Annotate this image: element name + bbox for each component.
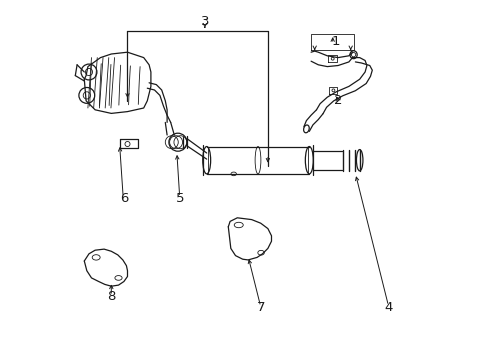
Text: 7: 7: [256, 301, 264, 314]
Text: 6: 6: [120, 192, 128, 204]
Text: 2: 2: [333, 94, 342, 107]
Text: 3: 3: [200, 15, 209, 28]
Text: 1: 1: [331, 35, 340, 48]
Text: 4: 4: [384, 301, 392, 314]
Text: 5: 5: [175, 192, 183, 204]
Text: 8: 8: [107, 291, 115, 303]
